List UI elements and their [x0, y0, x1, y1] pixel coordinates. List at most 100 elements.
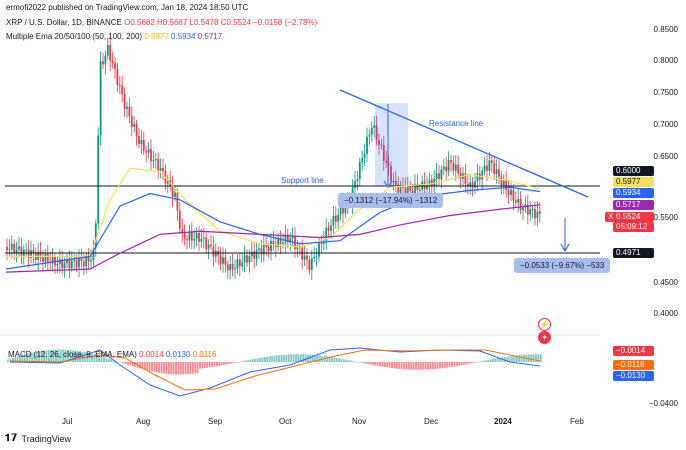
candle-body	[58, 259, 61, 264]
macd-hist-bar	[40, 350, 43, 362]
signal-value: 0.0116	[192, 350, 217, 359]
candle-body	[459, 173, 462, 179]
candle-body	[450, 160, 452, 163]
candle-body	[166, 180, 169, 184]
macd-hist-bar	[386, 362, 389, 368]
price-tick: 0.6500	[653, 152, 678, 161]
candle-body	[457, 164, 460, 174]
macd-hist-bar	[251, 359, 254, 362]
candle-body	[414, 183, 416, 194]
macd-hist-bar	[475, 362, 477, 363]
candle-body	[370, 127, 373, 135]
macd-hist-bar	[127, 362, 129, 365]
macd-hist-bar	[535, 354, 537, 362]
ema-indicator-name[interactable]: Multiple Ema 20/50/100 (50, 100, 200)	[6, 32, 143, 41]
macd-hist-bar	[405, 362, 408, 370]
candle-body	[510, 189, 512, 195]
candle-body	[387, 162, 390, 166]
support-label[interactable]: Support line	[281, 176, 324, 185]
macd-hist-bar	[355, 361, 357, 363]
macd-hist-bar	[539, 354, 542, 362]
candle-body	[109, 44, 112, 61]
candle-body	[507, 190, 510, 195]
candle-body	[176, 192, 179, 211]
last-price-tag: 0.5524	[613, 212, 654, 222]
candle-body	[46, 253, 49, 262]
macd-hist-bar	[47, 350, 50, 362]
candle-body	[536, 211, 539, 219]
flag-us-icon[interactable]: ✦	[538, 331, 551, 344]
macd-hist-bar	[199, 362, 201, 369]
macd-hist-bar	[367, 362, 369, 365]
price-tick: 0.4000	[653, 309, 678, 318]
candle-body	[291, 236, 294, 239]
price-chart[interactable]	[0, 0, 600, 445]
macd-hist-bar	[11, 357, 14, 362]
candle-body	[178, 210, 181, 229]
macd-hist-bar	[247, 360, 249, 362]
ema100-value: 0.5934	[171, 32, 196, 41]
candle-body	[277, 237, 280, 247]
candle-body	[378, 140, 380, 145]
macd-hist-bar	[328, 356, 331, 362]
ema50-tag: 0.5977	[613, 177, 654, 187]
candle-body	[195, 232, 198, 239]
macd-hist-bar	[460, 362, 463, 366]
macd-hist-bar	[451, 362, 453, 367]
macd-hist-bar	[69, 350, 72, 362]
candle-body	[32, 250, 35, 254]
time-tick: 2024	[494, 417, 512, 426]
candle-body	[380, 144, 383, 146]
candle-body	[157, 158, 160, 171]
measure-up-pill[interactable]: −0.1312 (−17.94%) −1312	[338, 193, 444, 208]
candle-body	[135, 123, 138, 136]
candle-body	[490, 160, 493, 164]
macd-hist-bar	[407, 362, 410, 370]
candle-body	[339, 207, 342, 215]
tradingview-logo[interactable]: 𝟏𝟳 TradingView	[5, 433, 71, 444]
candle-body	[13, 243, 16, 254]
macd-hist-bar	[33, 352, 36, 362]
candle-body	[145, 150, 148, 153]
macd-hist-bar	[314, 354, 317, 362]
candle-body	[538, 211, 541, 214]
macd-hist-bar	[112, 360, 115, 362]
macd-hist-bar	[35, 351, 38, 362]
candle-body	[498, 169, 500, 177]
macd-hist-bar	[506, 356, 509, 362]
candle-body	[250, 251, 253, 257]
macd-hist-bar	[189, 362, 192, 374]
resistance-label[interactable]: Resistance line	[429, 119, 484, 128]
macd-indicator-name[interactable]: MACD (12, 26, close, 9, EMA, EMA)	[8, 350, 137, 359]
macd-hist-bar	[119, 362, 122, 363]
lightning-icon[interactable]: ⚡	[538, 318, 551, 331]
candle-body	[246, 255, 248, 263]
candle-body	[409, 185, 412, 191]
macd-hist-bar	[211, 362, 213, 368]
macd-hist-bar	[160, 362, 163, 374]
macd-hist-bar	[194, 362, 197, 374]
macd-hist-bar	[55, 349, 57, 362]
countdown-tag: 05:09:12	[613, 222, 654, 232]
macd-hist-bar	[503, 356, 506, 362]
candle-body	[270, 240, 272, 251]
candle-body	[231, 263, 234, 270]
macd-hist-bar	[110, 359, 113, 362]
candle-body	[392, 180, 395, 182]
macd-hist-bar	[340, 358, 343, 362]
macd-legend: MACD (12, 26, close, 9, EMA, EMA) 0.0014…	[8, 350, 216, 359]
price-tick: 0.7000	[653, 120, 678, 129]
macd-hist-bar	[518, 355, 521, 362]
macd-hist-bar	[350, 360, 353, 362]
measure-down-pill[interactable]: −0.0533 (−9.67%) −533	[514, 258, 611, 273]
macd-hist-bar	[242, 361, 245, 362]
time-tick: Oct	[279, 417, 292, 426]
symbol-name[interactable]: XRP / U.S. Dollar, 1D, BINANCE	[6, 18, 122, 27]
macd-hist-bar	[513, 355, 516, 362]
candle-body	[121, 85, 124, 95]
candle-body	[171, 186, 174, 197]
candle-body	[519, 198, 522, 211]
macd-hist-bar	[415, 362, 417, 370]
candle-body	[418, 189, 421, 191]
